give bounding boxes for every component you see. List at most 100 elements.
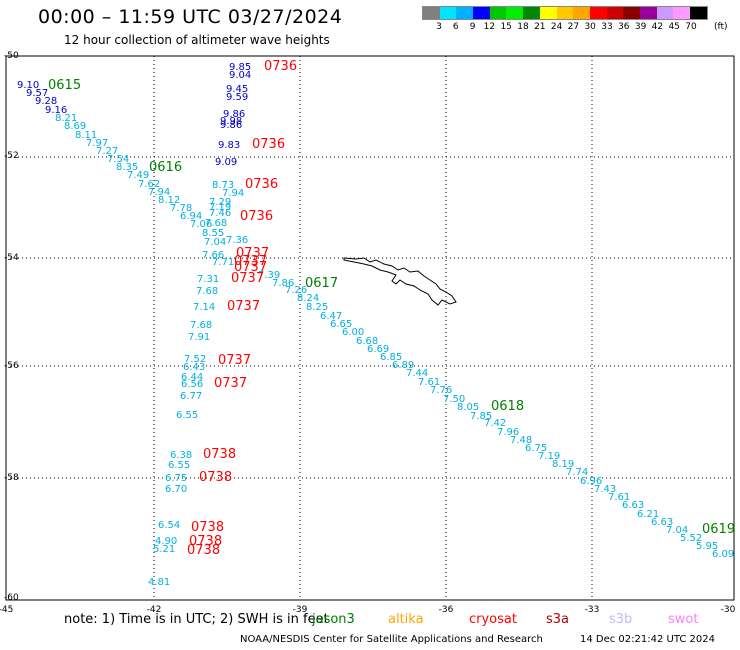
wave-height-value: 9.83 (218, 140, 240, 151)
wave-height-value: 6.55 (176, 410, 198, 421)
wave-height-value: 7.50 (443, 394, 465, 405)
legend-swatch (539, 7, 557, 19)
wave-height-value: 7.43 (594, 484, 616, 495)
legend-label: 6 (452, 22, 459, 32)
legend-swatch (673, 7, 690, 19)
track-time-label: 0737 (231, 271, 264, 286)
wave-height-value: 7.85 (470, 411, 492, 422)
track-time-label: 0737 (234, 260, 267, 275)
track-time-label: 0737 (227, 299, 260, 314)
wave-height-value: 7.29 (209, 197, 231, 208)
wave-height-value: 6.77 (180, 391, 202, 402)
wave-height-value: 6.75 (525, 443, 547, 454)
legend-label: 24 (550, 22, 563, 32)
wave-height-value: 7.66 (202, 250, 224, 261)
wave-height-value: 8.69 (64, 121, 86, 132)
wave-height-value: 7.71 (212, 257, 234, 268)
satellite-name: cryosat (469, 612, 517, 627)
legend-swatch (639, 7, 657, 19)
wave-height-value: 7.54 (107, 154, 129, 165)
y-tick-label: -52 (4, 151, 19, 161)
legend-swatch (606, 7, 624, 19)
y-tick-label: -60 (4, 593, 19, 603)
wave-height-value: 7.19 (538, 451, 560, 462)
south-georgia-island (343, 257, 457, 306)
track-time-label: 0738 (187, 543, 220, 558)
wave-height-value: 9.59 (226, 92, 248, 103)
legend-label: 9 (469, 22, 476, 32)
wave-height-value: 4.81 (148, 577, 170, 588)
wave-height-value: 7.76 (430, 385, 452, 396)
track-time-label: 0619 (702, 522, 735, 537)
wave-height-value: 7.68 (190, 320, 212, 331)
wave-height-value: 7.46 (209, 208, 231, 219)
y-tick-label: -56 (4, 361, 19, 371)
wave-height-value: 7.94 (222, 188, 244, 199)
wave-height-value: 7.94 (148, 187, 170, 198)
wave-height-value: 7.52 (184, 354, 206, 365)
legend-swatch (589, 7, 607, 19)
legend-swatch (523, 7, 540, 19)
legend-swatch (456, 7, 474, 19)
legend-label: 33 (601, 22, 613, 32)
wave-height-value: 8.11 (75, 130, 97, 141)
legend-label: 18 (517, 22, 529, 32)
legend-swatch (489, 7, 507, 19)
wave-height-value: 8.05 (457, 402, 479, 413)
wave-height-value: 9.45 (226, 84, 248, 95)
legend-swatch (439, 7, 457, 19)
legend-label: 27 (567, 22, 580, 32)
wave-height-value: 9.28 (35, 96, 57, 107)
track-time-label: 0738 (189, 534, 222, 549)
track-time-label: 0738 (203, 447, 236, 462)
satellite-name: jason3 (312, 612, 355, 627)
wave-height-value: 6.63 (651, 517, 673, 528)
wave-height-value: 6.38 (170, 450, 192, 461)
wave-height-value: 7.48 (510, 435, 532, 446)
wave-height-value: 6.70 (165, 484, 187, 495)
wave-height-value: 7.31 (197, 274, 219, 285)
track-time-label: 0737 (234, 254, 267, 269)
legend-unit-label: (ft) (714, 22, 728, 32)
legend-label: 30 (584, 22, 596, 32)
wave-height-value: 7.04 (666, 525, 688, 536)
wave-height-value: 6.54 (158, 520, 180, 531)
satellite-name: s3a (546, 612, 570, 627)
x-tick-label: -39 (293, 605, 308, 615)
wave-height-value: 6.85 (380, 352, 402, 363)
page-title: 00:00 – 11:59 UTC 03/27/2024 (38, 6, 343, 28)
legend-swatch (506, 7, 524, 19)
wave-height-value: 4.86 (0, 0, 22, 3)
track-time-labels: 0615 0616 0617 0618 0619 0736 0736 0736 0736 0737… (48, 59, 735, 558)
wave-height-value: 7.19 (209, 202, 231, 213)
satellite-name: altika (388, 612, 424, 627)
wave-height-value: 8.12 (158, 195, 180, 206)
wave-height-value: 9.16 (45, 105, 67, 116)
wave-height-value: 6.75 (165, 473, 187, 484)
legend-label: 21 (534, 22, 546, 32)
wave-height-value: 6.55 (168, 460, 190, 471)
wave-height-value: 9.86 (220, 120, 242, 131)
axis-tick-labels: -45 -42 -39 -36 -33 -30 -50 -52 -54 -56 -58 -60 (0, 51, 736, 615)
wave-height-value: 6.69 (367, 344, 389, 355)
wave-height-value: 5.95 (696, 541, 718, 552)
wave-height-value: 7.49 (127, 170, 149, 181)
wave-height-value: 6.63 (622, 500, 644, 511)
wave-height-value: 9.98 (220, 116, 242, 127)
wave-height-value: 8.73 (212, 180, 234, 191)
x-tick-label: -33 (585, 605, 600, 615)
wave-height-value: 6.44 (181, 372, 203, 383)
wave-height-value: 9.04 (229, 70, 251, 81)
wave-height-value: 7.62 (138, 179, 160, 190)
track-time-label: 0618 (491, 399, 524, 414)
wave-height-value: 6.43 (183, 362, 205, 373)
wave-height-value: 7.96 (497, 427, 519, 438)
wave-height-value: 8.21 (55, 113, 77, 124)
x-tick-label: -42 (147, 605, 162, 615)
track-time-label: 0736 (264, 59, 297, 74)
wave-height-value: 6.56 (181, 379, 203, 390)
x-tick-label: -45 (0, 605, 13, 615)
track-time-label: 0737 (214, 376, 247, 391)
footer-note: note: 1) Time is in UTC; 2) SWH is in fe… (64, 612, 329, 627)
